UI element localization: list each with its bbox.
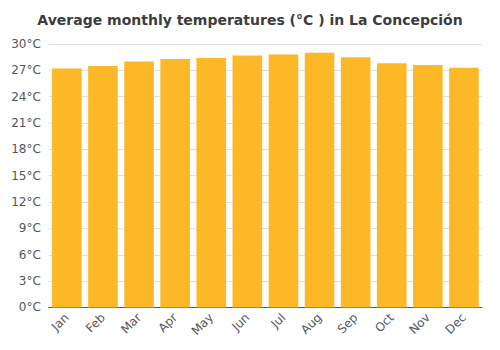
svg-text:Average monthly temperatures (: Average monthly temperatures (°C ) in La…	[37, 12, 462, 28]
svg-text:Jun: Jun	[228, 311, 252, 335]
svg-text:Mar: Mar	[118, 310, 144, 336]
svg-text:Feb: Feb	[83, 311, 108, 336]
svg-text:18°C: 18°C	[11, 142, 41, 156]
svg-text:3°C: 3°C	[19, 274, 41, 288]
svg-text:Jan: Jan	[48, 311, 72, 335]
svg-text:12°C: 12°C	[11, 195, 41, 209]
svg-text:Apr: Apr	[156, 310, 181, 335]
svg-text:Sep: Sep	[335, 311, 361, 337]
svg-text:27°C: 27°C	[11, 63, 41, 77]
svg-text:15°C: 15°C	[11, 169, 41, 183]
svg-text:0°C: 0°C	[19, 300, 41, 314]
svg-text:Jul: Jul	[268, 311, 289, 332]
svg-text:Aug: Aug	[298, 311, 324, 337]
svg-text:24°C: 24°C	[11, 90, 41, 104]
svg-text:Oct: Oct	[372, 310, 397, 335]
svg-text:21°C: 21°C	[11, 116, 41, 130]
svg-text:9°C: 9°C	[19, 221, 41, 235]
svg-text:Dec: Dec	[443, 311, 469, 337]
svg-text:Nov: Nov	[406, 311, 432, 337]
svg-text:May: May	[189, 311, 216, 338]
svg-text:30°C: 30°C	[11, 37, 41, 51]
svg-text:6°C: 6°C	[19, 248, 41, 262]
